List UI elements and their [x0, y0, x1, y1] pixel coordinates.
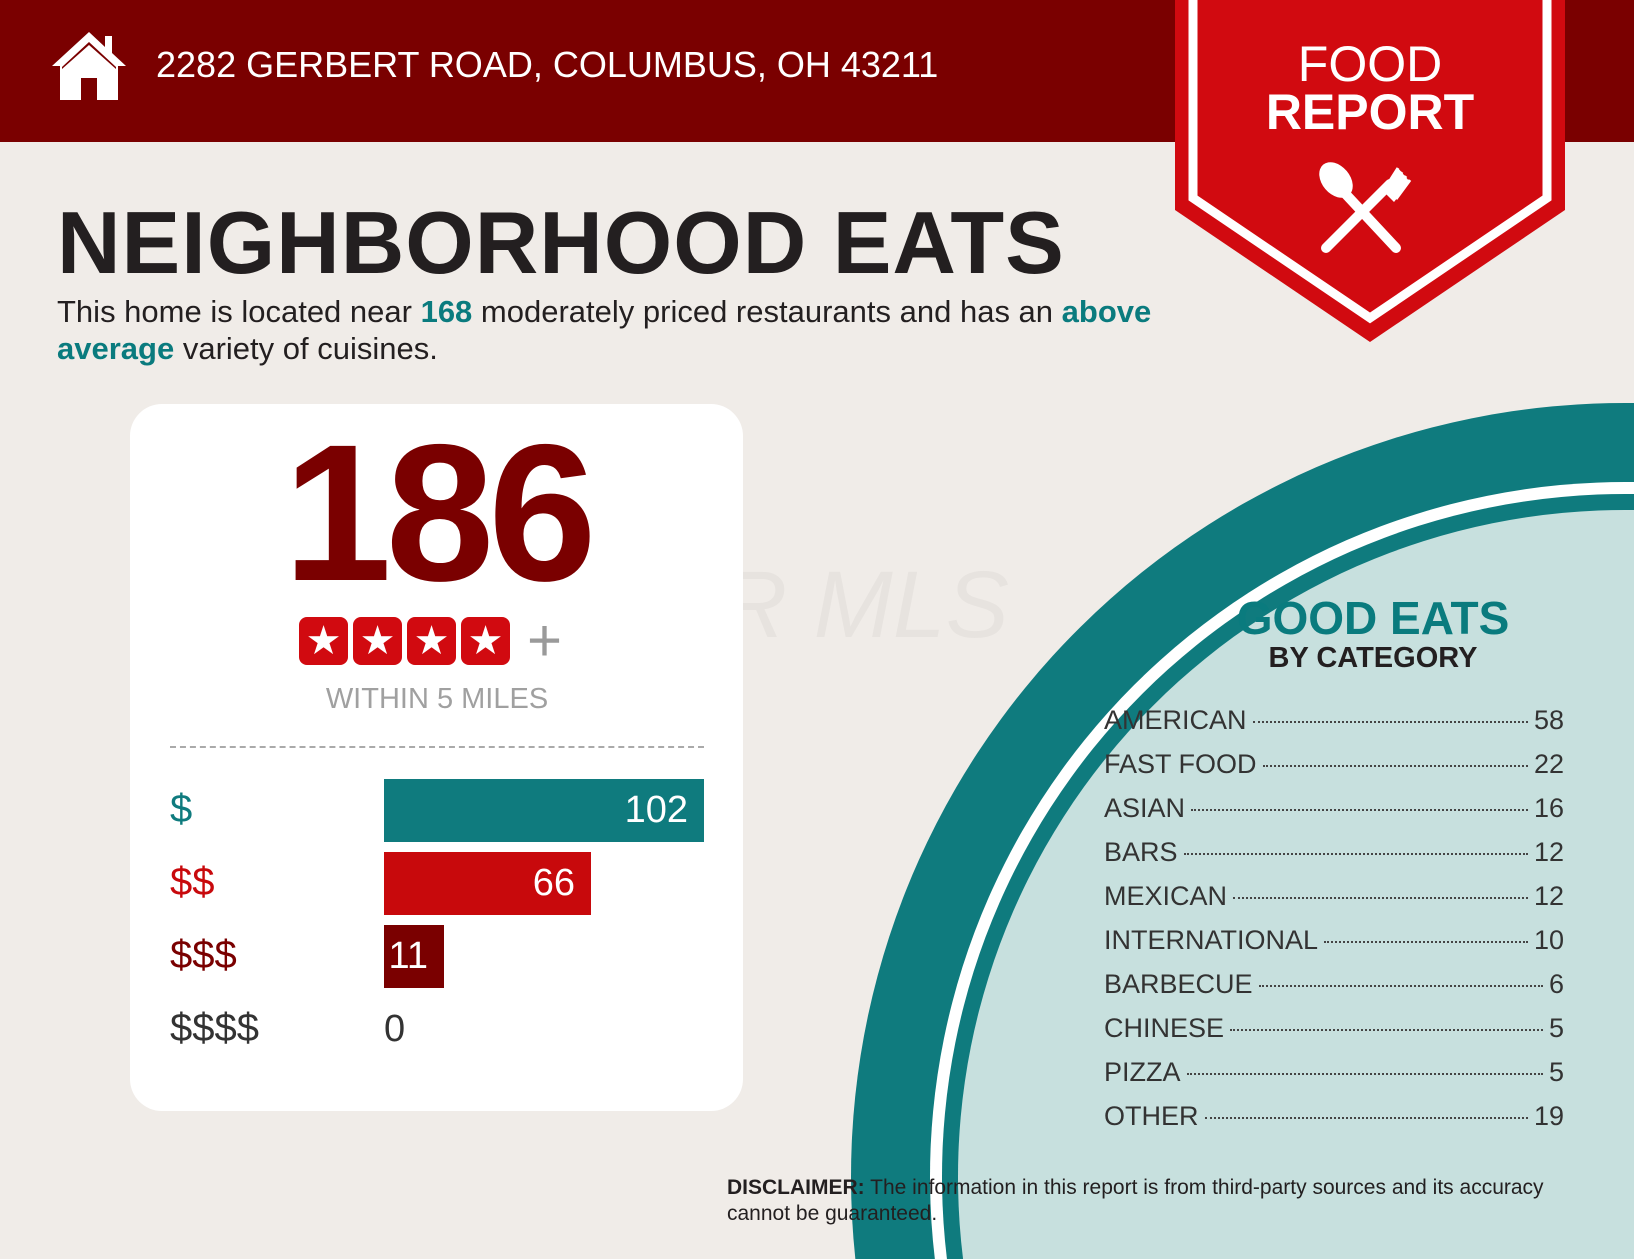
- category-item: FAST FOOD 22: [1104, 749, 1564, 793]
- within-label: WITHIN 5 MILES: [325, 683, 549, 715]
- disclaimer: DISCLAIMER: The information in this repo…: [727, 1175, 1577, 1227]
- dot-leader: [1183, 853, 1528, 855]
- category-count: 12: [1533, 881, 1564, 911]
- category-name: INTERNATIONAL: [1104, 925, 1319, 955]
- price-label: $$$$: [170, 1006, 259, 1050]
- dot-leader: [1258, 985, 1543, 987]
- dot-leader: [1233, 897, 1528, 899]
- category-item: OTHER 19: [1104, 1101, 1564, 1145]
- dot-leader: [1191, 809, 1528, 811]
- price-row: $$$ 11: [170, 925, 704, 988]
- category-count: 58: [1533, 705, 1564, 735]
- star-icon: ★: [407, 617, 456, 665]
- summary-variety: above average: [57, 294, 1152, 366]
- category-name: OTHER: [1104, 1101, 1199, 1131]
- category-count: 6: [1548, 969, 1564, 999]
- category-item: MEXICAN 12: [1104, 881, 1564, 925]
- category-count: 12: [1533, 837, 1564, 867]
- spoon-fork-icon: [1319, 162, 1412, 253]
- banner-title: FOOD REPORT: [1175, 36, 1565, 140]
- category-name: PIZZA: [1104, 1057, 1181, 1087]
- star-icon: ★: [299, 617, 348, 665]
- dot-leader: [1204, 1117, 1528, 1119]
- price-bar: 0: [384, 1008, 406, 1050]
- category-name: ASIAN: [1104, 793, 1186, 823]
- summary-part: This home is located near: [57, 294, 421, 329]
- total-restaurants: 186: [283, 404, 596, 622]
- price-row: $102: [170, 779, 704, 842]
- dot-leader: [1252, 721, 1528, 723]
- price-label: $$$: [170, 933, 237, 977]
- food-report-banner: [1175, 0, 1565, 342]
- dot-leader: [1230, 1029, 1543, 1031]
- disclaimer-text: The information in this report is from t…: [727, 1176, 1544, 1225]
- price-bar: 11: [384, 925, 444, 988]
- category-list: AMERICAN 58 FAST FOOD 22 ASIAN 16 BARS 12 MEXICA…: [1104, 705, 1564, 1145]
- price-bar: 66: [384, 852, 592, 915]
- category-count: 5: [1548, 1013, 1564, 1043]
- category-item: BARBECUE 6: [1104, 969, 1564, 1013]
- summary-count: 168: [420, 294, 473, 329]
- disclaimer-label: DISCLAIMER:: [727, 1176, 865, 1199]
- price-row: $$$$ 0: [170, 998, 704, 1061]
- dot-leader: [1324, 941, 1528, 943]
- good-eats-title: GOOD EATS: [1236, 592, 1510, 644]
- category-item: ASIAN 16: [1104, 793, 1564, 837]
- category-item: CHINESE 5: [1104, 1013, 1564, 1057]
- star-icon: ★: [461, 617, 510, 665]
- restaurant-count-card: [130, 404, 743, 1111]
- dot-leader: [1262, 765, 1528, 767]
- category-name: AMERICAN: [1104, 705, 1247, 735]
- category-name: FAST FOOD: [1104, 749, 1257, 779]
- star-icon: ★: [353, 617, 402, 665]
- price-bar: 102: [384, 779, 704, 842]
- address: 2282 GERBERT ROAD, COLUMBUS, OH 43211: [156, 44, 939, 85]
- price-row: $$ 66: [170, 852, 704, 915]
- plus-icon: +: [527, 607, 563, 674]
- summary-part: variety of cuisines.: [174, 331, 438, 366]
- banner-line2: REPORT: [1265, 84, 1475, 140]
- home-icon: [52, 32, 126, 100]
- category-item: INTERNATIONAL 10: [1104, 925, 1564, 969]
- category-item: PIZZA 5: [1104, 1057, 1564, 1101]
- dot-leader: [1186, 1073, 1543, 1075]
- price-label: $$: [170, 860, 215, 904]
- rating-stars: ★ ★ ★ ★ +: [299, 607, 563, 674]
- category-count: 16: [1533, 793, 1564, 823]
- divider: [170, 746, 704, 748]
- page-title: NEIGHBORHOOD EATS: [57, 193, 1065, 292]
- category-count: 5: [1548, 1057, 1564, 1087]
- category-count: 10: [1533, 925, 1564, 955]
- category-name: CHINESE: [1104, 1013, 1225, 1043]
- category-item: AMERICAN 58: [1104, 705, 1564, 749]
- category-item: BARS 12: [1104, 837, 1564, 881]
- category-name: MEXICAN: [1104, 881, 1228, 911]
- good-eats-subtitle: BY CATEGORY: [1268, 642, 1478, 674]
- summary-text: This home is located near 168 moderately…: [57, 293, 1157, 367]
- summary-part: moderately priced restaurants and has an: [472, 294, 1062, 329]
- price-label: $: [170, 787, 193, 831]
- banner-line1: FOOD: [1297, 36, 1443, 92]
- category-name: BARS: [1104, 837, 1178, 867]
- category-name: BARBECUE: [1104, 969, 1253, 999]
- category-count: 19: [1533, 1101, 1564, 1131]
- category-count: 22: [1533, 749, 1564, 779]
